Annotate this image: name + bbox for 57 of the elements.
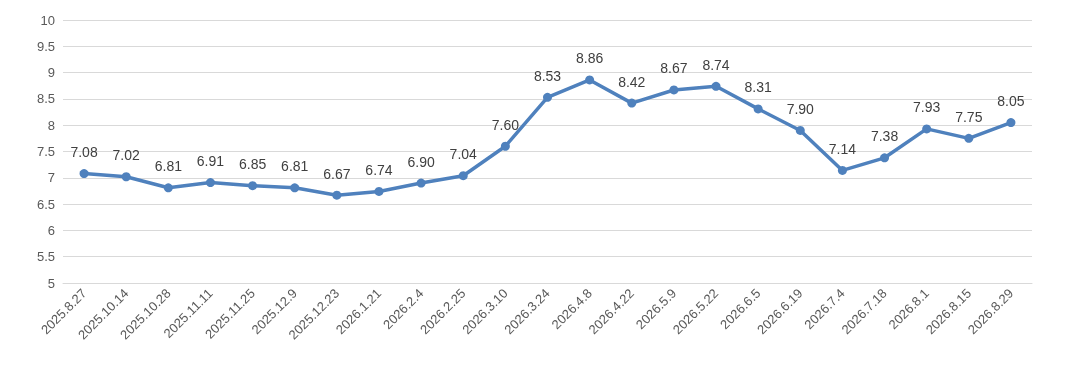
y-tick-label: 7 — [47, 170, 55, 186]
data-label: 6.90 — [407, 153, 435, 170]
point — [669, 85, 679, 95]
point — [795, 125, 805, 135]
point — [585, 75, 595, 85]
point — [121, 172, 131, 182]
data-label: 7.90 — [786, 100, 815, 117]
data-label: 7.08 — [70, 144, 98, 161]
point — [374, 186, 384, 196]
data-label: 8.67 — [660, 60, 688, 77]
point — [627, 98, 637, 108]
point — [163, 183, 173, 193]
data-label: 7.60 — [491, 116, 520, 133]
data-label: 7.14 — [828, 140, 857, 157]
data-label: 7.04 — [449, 146, 478, 163]
point — [711, 81, 721, 91]
point — [290, 183, 300, 193]
data-label: 6.81 — [281, 158, 309, 175]
point — [416, 178, 426, 188]
point — [205, 178, 215, 188]
y-tick-label: 9 — [47, 65, 55, 81]
point — [500, 141, 510, 151]
data-label: 6.74 — [365, 161, 393, 178]
y-tick-label: 6 — [47, 222, 55, 238]
data-label: 7.38 — [870, 128, 899, 145]
y-tick-label: 9.5 — [36, 38, 55, 54]
data-label: 7.75 — [955, 108, 983, 125]
data-label: 8.86 — [576, 50, 604, 67]
data-label: 8.53 — [533, 67, 562, 84]
y-tick-label: 7.5 — [36, 144, 55, 159]
point — [753, 104, 763, 114]
y-tick-label: 5 — [47, 275, 55, 291]
data-label: 8.74 — [702, 56, 730, 73]
point — [543, 92, 552, 102]
y-tick-label: 8.5 — [36, 91, 55, 107]
point — [332, 190, 342, 200]
point — [248, 181, 258, 191]
y-tick-label: 8 — [47, 117, 55, 133]
point — [964, 133, 974, 143]
data-label: 6.91 — [196, 153, 225, 170]
point — [458, 171, 468, 181]
data-label: 6.67 — [323, 165, 351, 182]
data-label: 7.93 — [913, 99, 941, 116]
data-label: 7.02 — [112, 147, 141, 164]
data-label: 8.31 — [744, 79, 772, 96]
y-tick-label: 5.5 — [36, 249, 55, 265]
point — [880, 153, 890, 163]
y-tick-label: 10 — [40, 12, 55, 28]
data-label: 6.85 — [238, 156, 267, 173]
point — [79, 169, 89, 179]
y-tick-label: 6.5 — [36, 196, 55, 212]
point — [837, 165, 847, 175]
data-label: 6.81 — [154, 158, 183, 175]
point — [922, 124, 932, 134]
data-label: 8.42 — [618, 73, 646, 90]
data-label: 8.05 — [997, 93, 1025, 110]
point — [1006, 118, 1016, 128]
